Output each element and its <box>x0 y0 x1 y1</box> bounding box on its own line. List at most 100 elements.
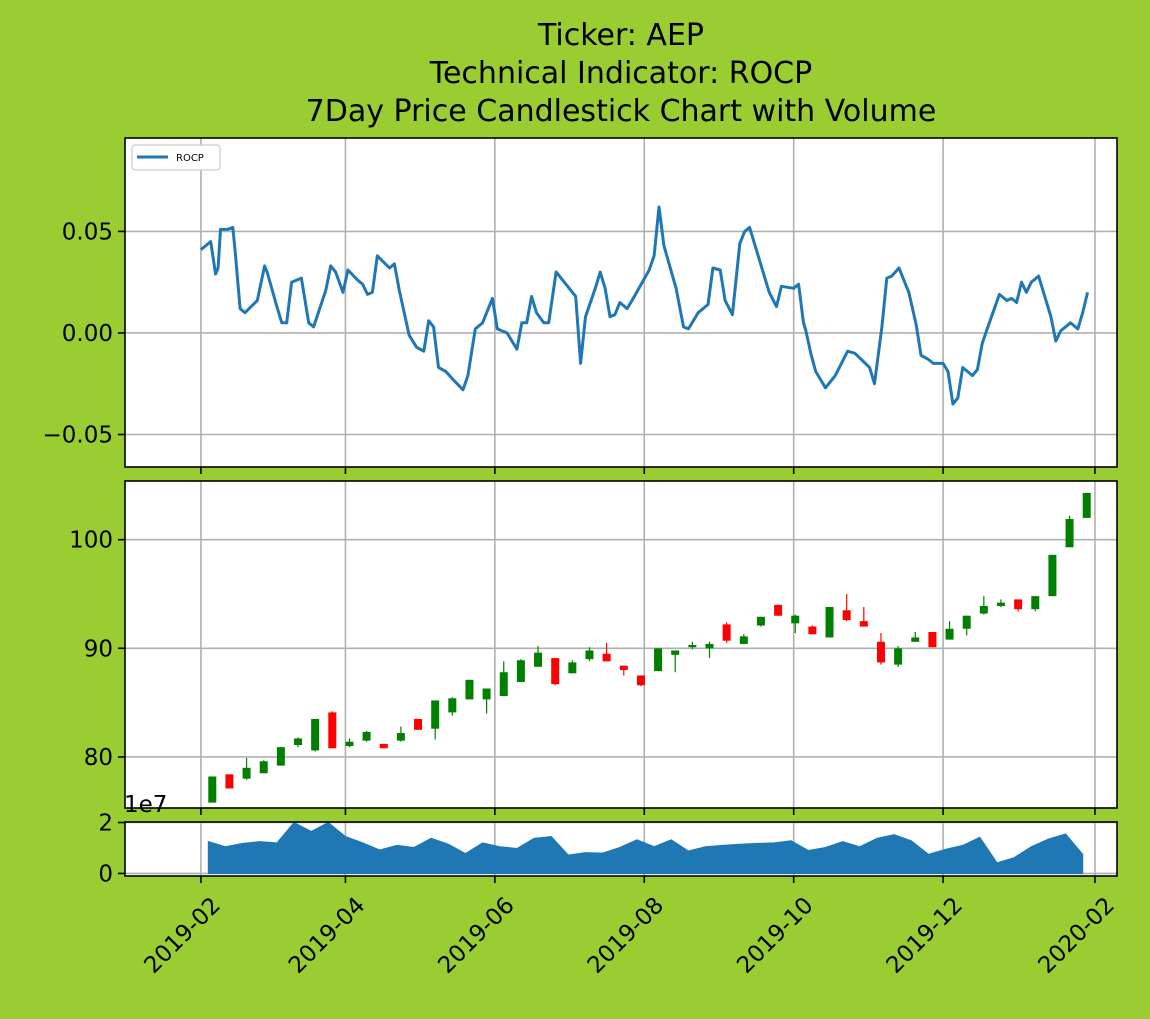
candle-body <box>242 767 251 779</box>
candle-11 <box>396 726 405 742</box>
candle-32 <box>756 616 765 627</box>
candle-10 <box>379 743 388 749</box>
candle-22 <box>585 647 594 662</box>
volume-panel: 0 2 1e7 2019-02 2019-04 2019-06 2019-08 2019-10… <box>98 792 1119 979</box>
rocp-panel: −0.05 0.00 0.05 ROCP <box>43 137 1118 474</box>
title-line-2: Technical Indicator: ROCP <box>429 56 812 91</box>
volume-frame <box>124 821 1118 877</box>
candle-body <box>928 632 937 648</box>
title-line-1: Ticker: AEP <box>537 18 704 53</box>
candle-body <box>345 741 354 747</box>
candle-body <box>208 776 217 803</box>
price-panel: 80 90 100 <box>69 480 1118 815</box>
candle-body <box>362 731 371 741</box>
candle-5 <box>294 737 303 748</box>
candle-body <box>859 621 868 627</box>
candle-body <box>688 645 697 648</box>
candle-51 <box>1082 492 1091 518</box>
candle-14 <box>448 697 457 716</box>
candle-body <box>842 610 851 621</box>
title-line-3: 7Day Price Candlestick Chart with Volume <box>306 94 937 129</box>
candle-body <box>722 624 731 641</box>
price-frame <box>124 480 1118 809</box>
candle-body <box>568 662 577 674</box>
candle-body <box>294 738 303 745</box>
candle-body <box>774 604 783 616</box>
candle-body <box>825 607 834 638</box>
volume-area <box>207 821 1084 874</box>
x-tick-label-5: 2019-12 <box>882 892 968 978</box>
candle-17 <box>499 661 508 697</box>
candle-body <box>739 636 748 644</box>
candle-body <box>516 660 525 682</box>
candle-body <box>1082 492 1091 518</box>
candle-body <box>808 626 817 635</box>
candle-13 <box>431 700 440 740</box>
candle-49 <box>1048 554 1057 597</box>
candle-1 <box>225 774 234 789</box>
candle-body <box>276 747 285 766</box>
candle-30 <box>722 622 731 643</box>
candle-body <box>1048 554 1057 597</box>
rocp-legend: ROCP <box>131 144 221 171</box>
candle-27 <box>671 650 680 673</box>
candle-body <box>1014 599 1023 610</box>
volume-ytick-label-1: 2 <box>98 811 113 837</box>
candle-body <box>585 650 594 660</box>
candle-body <box>1065 519 1074 548</box>
candle-47 <box>1014 599 1023 612</box>
rocp-ytick-label-0: −0.05 <box>43 423 113 449</box>
candle-0 <box>208 776 217 803</box>
candle-body <box>602 653 611 662</box>
candle-7 <box>328 711 337 749</box>
candle-35 <box>808 625 817 635</box>
price-ytick-label-2: 100 <box>69 528 113 554</box>
candle-9 <box>362 730 371 742</box>
candle-body <box>396 733 405 741</box>
candle-15 <box>465 679 474 700</box>
rocp-ytick-label-2: 0.05 <box>62 219 113 245</box>
price-ytick-label-0: 80 <box>84 745 113 771</box>
candle-19 <box>534 646 543 667</box>
x-tick-label-3: 2019-08 <box>583 892 669 978</box>
candle-20 <box>551 658 560 686</box>
candle-36 <box>825 607 834 638</box>
candle-body <box>499 672 508 697</box>
candle-6 <box>311 718 320 752</box>
candle-16 <box>482 688 491 714</box>
candle-43 <box>945 621 954 640</box>
candle-body <box>979 605 988 614</box>
rocp-series-line <box>199 205 1090 406</box>
candle-33 <box>774 604 783 616</box>
price-ytick-label-1: 90 <box>84 636 113 662</box>
candle-body <box>414 718 423 730</box>
candle-46 <box>996 599 1005 608</box>
candle-body <box>756 616 765 626</box>
candle-39 <box>876 633 885 665</box>
candle-body <box>259 761 268 774</box>
candle-24 <box>619 665 628 676</box>
candle-body <box>962 615 971 629</box>
candle-31 <box>739 634 748 644</box>
candle-body <box>894 648 903 665</box>
candle-12 <box>414 718 423 730</box>
candle-28 <box>688 641 697 650</box>
legend-label: ROCP <box>176 153 204 164</box>
rocp-frame <box>124 137 1118 468</box>
candle-body <box>876 641 885 663</box>
candle-34 <box>791 614 800 634</box>
candle-body <box>431 700 440 729</box>
price-plot-background <box>125 481 1117 808</box>
rocp-ytick-label-1: 0.00 <box>62 321 113 347</box>
candle-body <box>448 698 457 713</box>
candle-body <box>551 658 560 685</box>
x-tick-label-6: 2020-02 <box>1033 892 1119 978</box>
candle-body <box>534 652 543 667</box>
candle-body <box>619 665 628 671</box>
candle-50 <box>1065 515 1074 548</box>
x-tick-label-4: 2019-10 <box>732 892 818 978</box>
chart-title: Ticker: AEP Technical Indicator: ROCP 7D… <box>306 18 937 129</box>
candle-body <box>705 643 714 649</box>
x-tick-label-2: 2019-06 <box>433 892 519 978</box>
candle-body <box>996 602 1005 606</box>
